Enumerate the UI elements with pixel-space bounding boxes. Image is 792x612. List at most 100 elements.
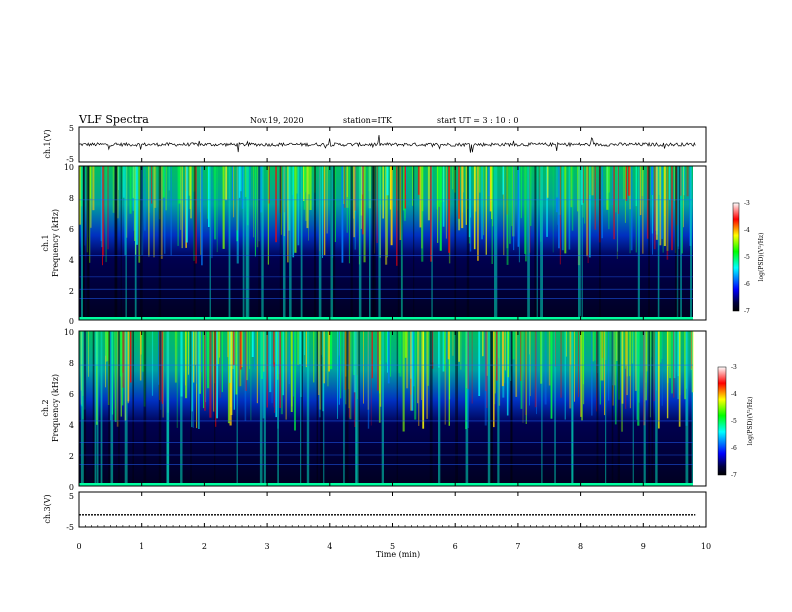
ch1-spectrogram-streak [151, 166, 153, 204]
time-tick-label: 2 [202, 542, 207, 551]
ch1-spectrogram-streak [362, 166, 364, 235]
ch2-spectrogram-streak [188, 331, 189, 375]
ch1-spectrogram-streak [427, 166, 430, 221]
ch2-spectrogram-streak [367, 331, 370, 429]
ch2-spectrogram-streak [637, 331, 640, 426]
ch2-spectrogram-streak [344, 331, 347, 390]
ch2-spectrogram-streak [645, 331, 647, 383]
ch1-spectrogram-streak [646, 166, 649, 239]
ch1-spectrogram-streak [308, 166, 309, 241]
ch2-spectrogram-streak [327, 331, 329, 387]
ch1-spectrogram-impulse [350, 166, 353, 320]
ch2-freq-tick-2: 2 [69, 452, 74, 461]
ch1-spectrogram-streak [154, 166, 157, 208]
ch2-spectrogram-impulse [357, 331, 360, 486]
ch2-spectrogram-impulse [214, 331, 216, 486]
ch2-spectrogram-streak [478, 331, 481, 396]
ch2-freq-tick-8: 8 [69, 359, 74, 368]
ch1-spectrogram-streak [586, 166, 588, 257]
ch1-freq-tick-0: 0 [69, 317, 74, 326]
ch2-spectrogram-streak [406, 331, 409, 389]
ch2-spectrogram-streak [279, 331, 281, 408]
ch2-spectrogram-streak [677, 331, 679, 377]
ch2-spectrogram-streak [417, 331, 419, 404]
ch1-spectrogram-streak [323, 166, 326, 256]
ch2-spectrogram-impulse [166, 331, 169, 486]
ch2-spectrogram-streak [241, 331, 243, 368]
ch1-spectrogram-streak [479, 166, 481, 193]
ch1-spectrogram-streak [353, 166, 355, 238]
ch2-spectrogram-impulse [124, 331, 128, 486]
ch2-spectrogram-streak [282, 331, 285, 396]
ch1-spectrogram-streak [629, 166, 631, 210]
ch1-spectrogram-impulse [378, 166, 381, 320]
ch2-spectrogram-streak [624, 331, 626, 369]
ch1-spectrogram-streak [653, 166, 656, 250]
ch1-spectrogram-streak [153, 166, 155, 258]
ch1-spectrogram-streak [148, 166, 150, 257]
ch1-spectrogram-streak [641, 166, 644, 196]
ch1-spectrogram-streak [613, 166, 615, 240]
ch1-spectrogram-streak [491, 166, 493, 264]
ch1-spectrogram-streak [322, 166, 323, 258]
ch2-spectrogram-streak [292, 331, 295, 397]
ch1-spectrogram-streak [346, 166, 348, 197]
ch1-spectrogram-streak [587, 166, 589, 263]
ch1-spectrogram-streak [267, 166, 269, 265]
ch1-spectrogram-streak [236, 166, 238, 242]
ch2-spectrogram-streak [385, 331, 387, 363]
ch1-spectrogram-streak [239, 166, 241, 198]
ch2-spectrogram-streak [370, 331, 372, 426]
ch1-spectrogram-impulse [246, 166, 250, 320]
ch1-spectrogram-streak [487, 166, 490, 197]
ch1-spectrogram-impulse [193, 166, 196, 320]
ch2-spectrogram-streak [600, 331, 603, 381]
ch2-spectrogram-streak [185, 331, 186, 386]
ch1-spectrogram-streak [612, 166, 614, 205]
ch2-spectrogram-streak [485, 331, 487, 392]
ch2-spectrogram-streak [494, 331, 496, 405]
ch2-spectrogram-streak [486, 331, 488, 376]
ch3-waveform-ylabel: ch.3(V) [43, 494, 52, 523]
ch2-spectrogram-streak [285, 331, 287, 420]
ch1-spectrogram-streak [164, 166, 166, 254]
ch2-freq-tick-6: 6 [69, 390, 74, 399]
ch1-spectrogram-streak [421, 166, 424, 262]
ch1-spectrogram-streak [122, 166, 125, 198]
ch2-spectrogram-streak [387, 331, 390, 384]
ch1-spectrogram-impulse [81, 166, 83, 320]
ch1-spectrogram-streak [609, 166, 610, 193]
ch1-spectrogram-streak [118, 166, 119, 190]
ch2-spectrogram-impulse [158, 331, 162, 486]
ch1-spectrogram-impulse [358, 166, 362, 320]
ch2-spectrogram-streak [678, 331, 681, 427]
ch1-spectrogram-streak [439, 166, 442, 251]
ch1-spectrogram-streak [591, 166, 594, 196]
ch3-ytick-bottom: -5 [66, 523, 74, 532]
ch2-spectrogram-impulse [438, 331, 441, 486]
ch1-spectrogram-impulse [87, 166, 90, 320]
ch1-spectrogram-impulse [648, 166, 650, 320]
ch2-spectrogram-streak [273, 331, 275, 408]
ch2-spectrogram-streak [421, 331, 422, 400]
ch2-spectrogram-streak [204, 331, 206, 411]
ch1-spectrogram-streak [211, 166, 213, 259]
ch2-spectrogram-streak [484, 331, 487, 426]
ch2-spectrogram-streak [578, 331, 579, 398]
ch2-spectrogram-streak [105, 331, 106, 388]
ch1-spectrogram-impulse [599, 166, 601, 320]
ch1-spectrogram-streak [546, 166, 549, 198]
ch2-spectrogram-streak [349, 331, 352, 420]
ch2-spectrogram-impulse [83, 331, 87, 486]
ch1-spectrogram-streak [448, 166, 451, 253]
ch2-spectrogram-streak [262, 331, 265, 419]
ch2-spectrogram-impulse [343, 331, 345, 486]
ch2-spectrogram-streak [95, 331, 98, 367]
ch2-spectrogram-impulse [306, 331, 310, 486]
ch1-spectrogram-impulse [82, 166, 85, 320]
ch1-spectrogram-impulse [369, 166, 371, 320]
ch2-spectrogram-streak [240, 331, 242, 370]
ch1-spectrogram-streak [105, 166, 107, 263]
ch2-spectrogram-impulse [118, 331, 120, 486]
ch1-spectrogram-streak [201, 166, 203, 266]
